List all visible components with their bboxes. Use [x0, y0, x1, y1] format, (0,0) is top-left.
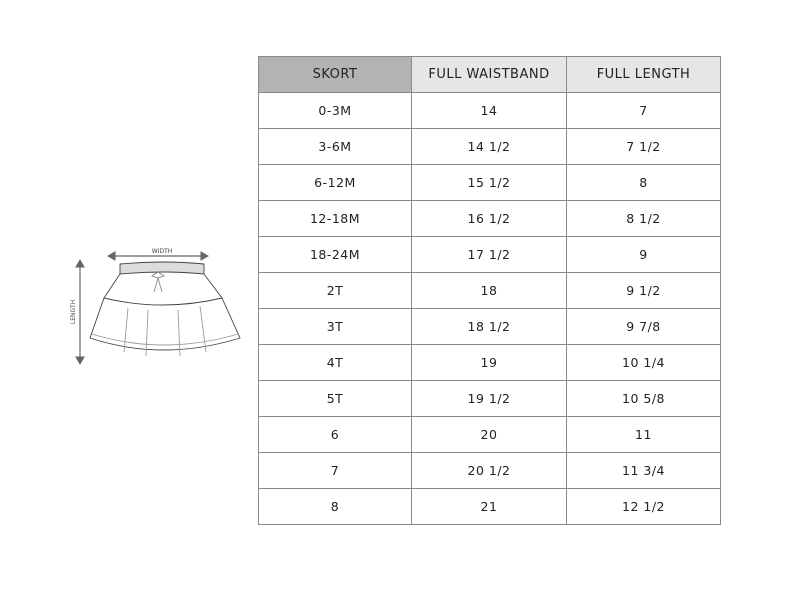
length-cell: 10 5/8	[566, 380, 721, 417]
waistband-cell: 20	[411, 416, 567, 453]
size-cell: 7	[258, 452, 412, 489]
waistband-cell: 18 1/2	[411, 308, 567, 345]
table-row: 18-24M 17 1/2 9	[258, 236, 721, 273]
length-arrow-icon	[75, 258, 85, 366]
size-cell: 18-24M	[258, 236, 412, 273]
waistband-cell: 18	[411, 272, 567, 309]
header-skort: SKORT	[258, 56, 412, 93]
waistband-cell: 14 1/2	[411, 128, 567, 165]
table-row: 6 20 11	[258, 416, 721, 453]
size-chart-table: SKORT FULL WAISTBAND FULL LENGTH 0-3M 14 7…	[258, 56, 721, 525]
waistband-cell: 15 1/2	[411, 164, 567, 201]
size-cell: 4T	[258, 344, 412, 381]
length-cell: 12 1/2	[566, 488, 721, 525]
length-cell: 7	[566, 92, 721, 129]
table-row: 3T 18 1/2 9 7/8	[258, 308, 721, 345]
size-cell: 3T	[258, 308, 412, 345]
skort-illustration: WIDTH LENGTH	[70, 248, 241, 366]
width-arrow-icon	[106, 251, 210, 261]
header-full-length: FULL LENGTH	[566, 56, 721, 93]
length-cell: 9	[566, 236, 721, 273]
size-cell: 5T	[258, 380, 412, 417]
table-row: 3-6M 14 1/2 7 1/2	[258, 128, 721, 165]
length-cell: 10 1/4	[566, 344, 721, 381]
table-row: 2T 18 9 1/2	[258, 272, 721, 309]
size-cell: 8	[258, 488, 412, 525]
size-cell: 6	[258, 416, 412, 453]
waistband-cell: 19 1/2	[411, 380, 567, 417]
waistband-cell: 20 1/2	[411, 452, 567, 489]
length-label: LENGTH	[70, 300, 77, 324]
length-cell: 8 1/2	[566, 200, 721, 237]
table-row: 12-18M 16 1/2 8 1/2	[258, 200, 721, 237]
table-row: 8 21 12 1/2	[258, 488, 721, 525]
length-cell: 11	[566, 416, 721, 453]
size-cell: 12-18M	[258, 200, 412, 237]
table-row: 6-12M 15 1/2 8	[258, 164, 721, 201]
header-full-waistband: FULL WAISTBAND	[411, 56, 567, 93]
size-cell: 3-6M	[258, 128, 412, 165]
length-cell: 8	[566, 164, 721, 201]
waistband-cell: 17 1/2	[411, 236, 567, 273]
length-cell: 9 7/8	[566, 308, 721, 345]
length-cell: 7 1/2	[566, 128, 721, 165]
waistband-cell: 16 1/2	[411, 200, 567, 237]
size-cell: 0-3M	[258, 92, 412, 129]
length-cell: 11 3/4	[566, 452, 721, 489]
table-row: 5T 19 1/2 10 5/8	[258, 380, 721, 417]
table-row: 7 20 1/2 11 3/4	[258, 452, 721, 489]
table-row: 4T 19 10 1/4	[258, 344, 721, 381]
waistband-cell: 14	[411, 92, 567, 129]
waistband-cell: 19	[411, 344, 567, 381]
size-cell: 2T	[258, 272, 412, 309]
length-cell: 9 1/2	[566, 272, 721, 309]
header-row: SKORT FULL WAISTBAND FULL LENGTH	[258, 56, 721, 93]
table-row: 0-3M 14 7	[258, 92, 721, 129]
size-cell: 6-12M	[258, 164, 412, 201]
skort-drawing	[89, 261, 241, 357]
waistband-cell: 21	[411, 488, 567, 525]
width-label: WIDTH	[152, 248, 173, 255]
